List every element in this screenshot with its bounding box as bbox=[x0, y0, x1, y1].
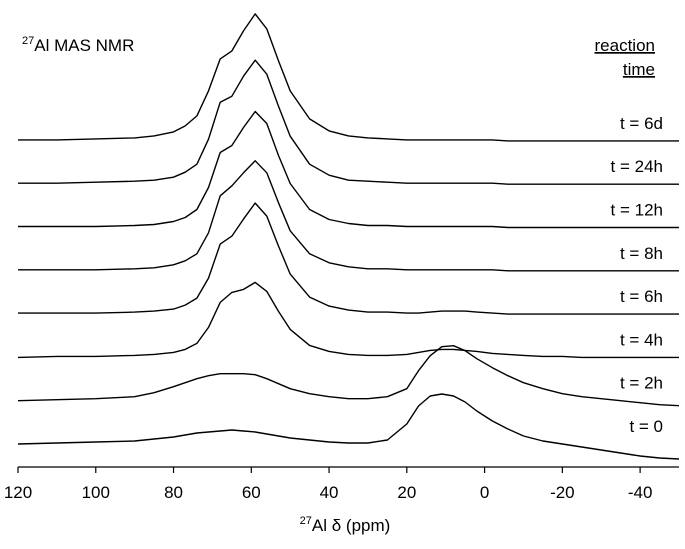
legend-title: reaction bbox=[595, 36, 655, 55]
spectrum-line bbox=[17, 393, 680, 460]
x-axis-label: 27Al δ (ppm) bbox=[300, 515, 391, 535]
legend-label: t = 2h bbox=[620, 374, 663, 393]
legend-title: time bbox=[623, 60, 655, 79]
x-tick-label: -40 bbox=[628, 483, 653, 502]
spectrum-line bbox=[18, 13, 679, 142]
legend-label: t = 12h bbox=[611, 201, 663, 220]
legend-label: t = 4h bbox=[620, 330, 663, 349]
legend-label: t = 8h bbox=[620, 244, 663, 263]
x-tick-label: 120 bbox=[4, 483, 32, 502]
x-tick-label: 40 bbox=[320, 483, 339, 502]
legend-label: t = 24h bbox=[611, 157, 663, 176]
title-text: Al MAS NMR bbox=[34, 36, 134, 55]
legend-label: t = 0 bbox=[629, 417, 663, 436]
x-tick-label: 20 bbox=[397, 483, 416, 502]
spectrum-line bbox=[18, 202, 679, 315]
x-tick-label: 100 bbox=[82, 483, 110, 502]
spectrum-line bbox=[18, 110, 679, 229]
x-tick-label: -20 bbox=[550, 483, 575, 502]
spectrum-line bbox=[17, 281, 679, 359]
spectrum-line bbox=[17, 345, 680, 407]
xlabel-superscript: 27 bbox=[300, 515, 312, 527]
title-superscript: 27 bbox=[22, 35, 34, 47]
x-tick-label: 0 bbox=[480, 483, 489, 502]
x-tick-label: 60 bbox=[242, 483, 261, 502]
legend-label: t = 6h bbox=[620, 287, 663, 306]
legend-label: t = 6d bbox=[620, 114, 663, 133]
spectrum-line bbox=[18, 59, 679, 185]
chart-title: 27Al MAS NMR bbox=[22, 35, 134, 55]
xlabel-text: Al δ (ppm) bbox=[312, 516, 390, 535]
x-tick-label: 80 bbox=[164, 483, 183, 502]
spectrum-line bbox=[18, 160, 679, 272]
